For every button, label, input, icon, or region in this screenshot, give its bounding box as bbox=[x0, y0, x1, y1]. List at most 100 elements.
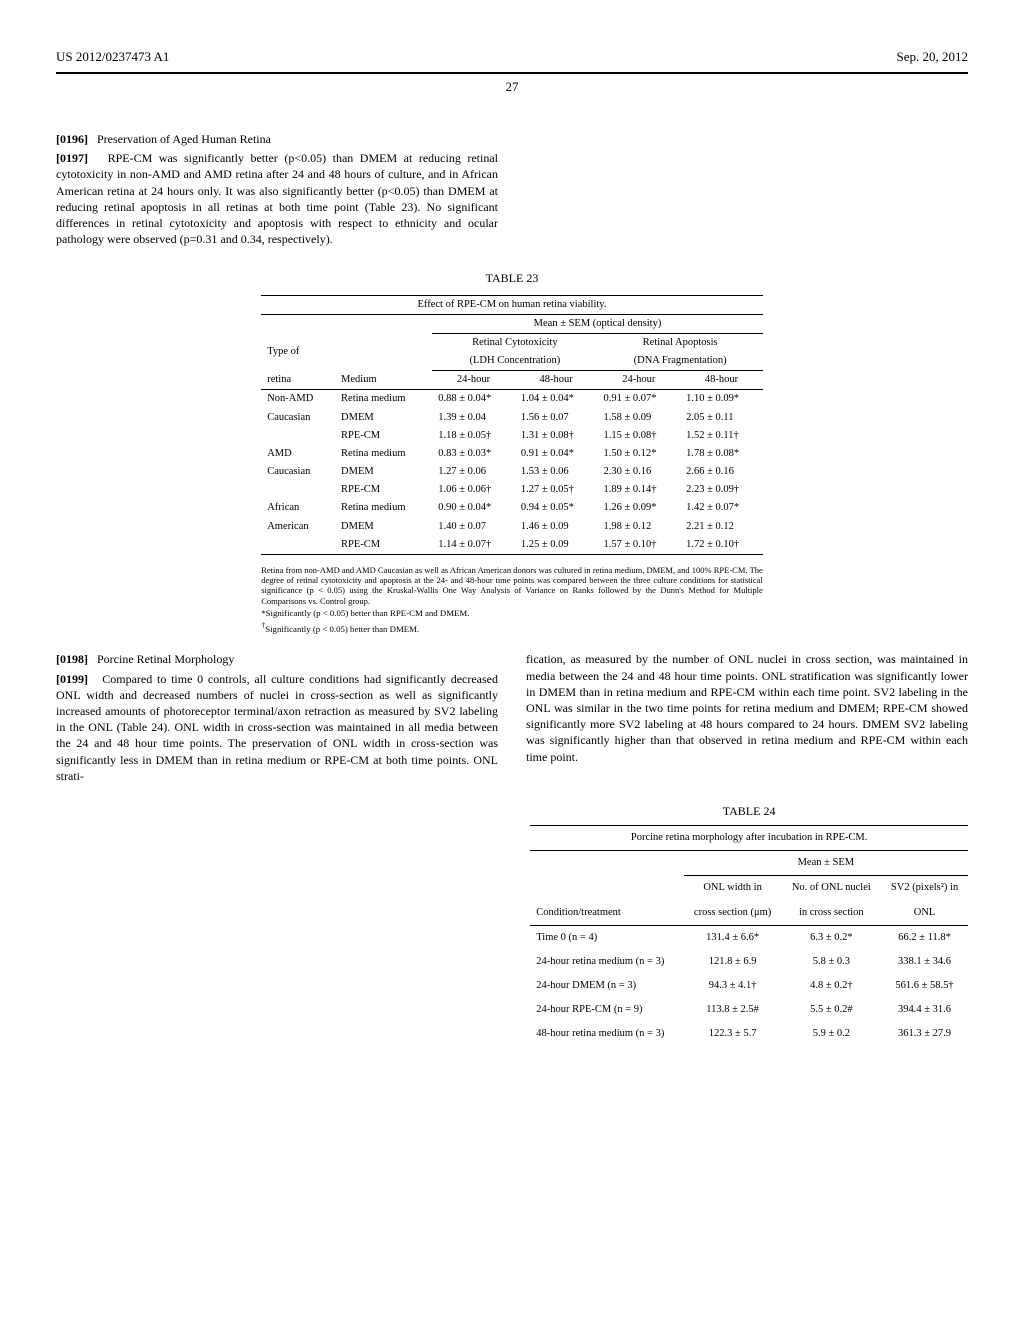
table-24: Porcine retina morphology after incubati… bbox=[530, 825, 968, 1047]
table-24-caption: Porcine retina morphology after incubati… bbox=[530, 826, 968, 851]
table-cell bbox=[261, 536, 335, 555]
para-num: [0196] bbox=[56, 132, 88, 146]
th-cond: Condition/treatment bbox=[530, 901, 683, 926]
table-row: CaucasianDMEM1.27 ± 0.061.53 ± 0.062.30 … bbox=[261, 463, 763, 481]
table-cell: 6.3 ± 0.2* bbox=[782, 925, 882, 950]
table-cell: 1.98 ± 0.12 bbox=[598, 518, 681, 536]
table-cell: DMEM bbox=[335, 518, 432, 536]
table-cell: 0.91 ± 0.07* bbox=[598, 390, 681, 409]
table-cell: 1.40 ± 0.07 bbox=[432, 518, 515, 536]
table-row: 48-hour retina medium (n = 3)122.3 ± 5.7… bbox=[530, 1022, 968, 1046]
table-cell: 0.83 ± 0.03* bbox=[432, 445, 515, 463]
para-num: [0198] bbox=[56, 652, 88, 666]
table-cell: Caucasian bbox=[261, 409, 335, 427]
table-cell: 131.4 ± 6.6* bbox=[684, 925, 782, 950]
table-cell: Retina medium bbox=[335, 445, 432, 463]
th-dna: (DNA Fragmentation) bbox=[598, 352, 763, 371]
table-cell: Retina medium bbox=[335, 390, 432, 409]
table-23-foot-star: *Significantly (p < 0.05) better than RP… bbox=[261, 608, 763, 620]
para-0199-right: fication, as measured by the number of O… bbox=[526, 651, 968, 764]
table-row: RPE-CM1.14 ± 0.07†1.25 ± 0.091.57 ± 0.10… bbox=[261, 536, 763, 555]
table-cell: 0.88 ± 0.04* bbox=[432, 390, 515, 409]
table-cell: RPE-CM bbox=[335, 427, 432, 445]
para-0199-left: [0199] Compared to time 0 controls, all … bbox=[56, 671, 498, 784]
lower-left-col: [0198] Porcine Retinal Morphology [0199]… bbox=[56, 651, 498, 787]
table-row: 24-hour DMEM (n = 3)94.3 ± 4.1†4.8 ± 0.2… bbox=[530, 974, 968, 998]
th-typeof: Type of bbox=[261, 333, 335, 370]
table-cell: 122.3 ± 5.7 bbox=[684, 1022, 782, 1046]
table-row: RPE-CM1.06 ± 0.06†1.27 ± 0.05†1.89 ± 0.1… bbox=[261, 481, 763, 499]
table-cell: 4.8 ± 0.2† bbox=[782, 974, 882, 998]
table-cell: 1.57 ± 0.10† bbox=[598, 536, 681, 555]
table-cell: 1.39 ± 0.04 bbox=[432, 409, 515, 427]
table-23: Effect of RPE-CM on human retina viabili… bbox=[261, 295, 763, 559]
th-24b: 24-hour bbox=[598, 371, 681, 390]
para-text: RPE-CM was significantly better (p<0.05)… bbox=[56, 151, 498, 246]
table-cell: 1.58 ± 0.09 bbox=[598, 409, 681, 427]
table-cell: 1.52 ± 0.11† bbox=[680, 427, 763, 445]
table-cell: DMEM bbox=[335, 463, 432, 481]
table-cell: 561.6 ± 58.5† bbox=[881, 974, 968, 998]
table-cell: 394.4 ± 31.6 bbox=[881, 998, 968, 1022]
table-cell: 24-hour retina medium (n = 3) bbox=[530, 950, 683, 974]
table-cell: 1.46 ± 0.09 bbox=[515, 518, 598, 536]
table-cell: 2.23 ± 0.09† bbox=[680, 481, 763, 499]
page-number: 27 bbox=[56, 78, 968, 96]
table-cell: 5.9 ± 0.2 bbox=[782, 1022, 882, 1046]
table-cell: AMD bbox=[261, 445, 335, 463]
table-23-label: TABLE 23 bbox=[56, 270, 968, 286]
table-cell: 1.72 ± 0.10† bbox=[680, 536, 763, 555]
table-cell bbox=[261, 427, 335, 445]
table-cell: American bbox=[261, 518, 335, 536]
table-cell: 1.18 ± 0.05† bbox=[432, 427, 515, 445]
th-cyto: Retinal Cytotoxicity bbox=[432, 333, 597, 352]
table-cell: 0.94 ± 0.05* bbox=[515, 499, 598, 517]
table-cell: 0.91 ± 0.04* bbox=[515, 445, 598, 463]
table-cell: Time 0 (n = 4) bbox=[530, 925, 683, 950]
table-cell: 66.2 ± 11.8* bbox=[881, 925, 968, 950]
para-title: Preservation of Aged Human Retina bbox=[97, 132, 271, 146]
para-0197: [0197] RPE-CM was significantly better (… bbox=[56, 150, 498, 247]
page-header: US 2012/0237473 A1 Sep. 20, 2012 bbox=[56, 48, 968, 66]
table-23-block: TABLE 23 Effect of RPE-CM on human retin… bbox=[56, 270, 968, 635]
table-cell: 113.8 ± 2.5# bbox=[684, 998, 782, 1022]
th-nuc1: No. of ONL nuclei bbox=[782, 876, 882, 901]
table-cell: 2.21 ± 0.12 bbox=[680, 518, 763, 536]
table-cell: RPE-CM bbox=[335, 481, 432, 499]
table-cell: 1.15 ± 0.08† bbox=[598, 427, 681, 445]
table-23-spanner: Mean ± SEM (optical density) bbox=[432, 314, 763, 333]
th-onlw1: ONL width in bbox=[684, 876, 782, 901]
table-row: AMDRetina medium0.83 ± 0.03*0.91 ± 0.04*… bbox=[261, 445, 763, 463]
para-text: Compared to time 0 controls, all culture… bbox=[56, 672, 498, 783]
upper-left-col: [0196] Preservation of Aged Human Retina… bbox=[56, 131, 498, 250]
table-cell: 1.50 ± 0.12* bbox=[598, 445, 681, 463]
th-onlw2: cross section (μm) bbox=[684, 901, 782, 926]
table-cell: 1.04 ± 0.04* bbox=[515, 390, 598, 409]
header-left: US 2012/0237473 A1 bbox=[56, 48, 169, 66]
upper-columns: [0196] Preservation of Aged Human Retina… bbox=[56, 131, 968, 250]
table-cell: 1.27 ± 0.06 bbox=[432, 463, 515, 481]
table-cell: 1.06 ± 0.06† bbox=[432, 481, 515, 499]
lower-right-col: fication, as measured by the number of O… bbox=[526, 651, 968, 787]
table-cell: 1.53 ± 0.06 bbox=[515, 463, 598, 481]
table-row: 24-hour RPE-CM (n = 9)113.8 ± 2.5#5.5 ± … bbox=[530, 998, 968, 1022]
table-cell: 121.8 ± 6.9 bbox=[684, 950, 782, 974]
table-24-block: TABLE 24 Porcine retina morphology after… bbox=[530, 803, 968, 1047]
table-cell: 1.27 ± 0.05† bbox=[515, 481, 598, 499]
table-row: AmericanDMEM1.40 ± 0.071.46 ± 0.091.98 ±… bbox=[261, 518, 763, 536]
table-cell: 24-hour DMEM (n = 3) bbox=[530, 974, 683, 998]
lower-columns: [0198] Porcine Retinal Morphology [0199]… bbox=[56, 651, 968, 787]
table-cell: 1.31 ± 0.08† bbox=[515, 427, 598, 445]
th-48b: 48-hour bbox=[680, 371, 763, 390]
table-23-foot-dagger: †Significantly (p < 0.05) better than DM… bbox=[261, 621, 763, 636]
table-23-caption: Effect of RPE-CM on human retina viabili… bbox=[261, 295, 763, 314]
table-cell: Retina medium bbox=[335, 499, 432, 517]
header-right: Sep. 20, 2012 bbox=[897, 48, 969, 66]
table-24-spanner: Mean ± SEM bbox=[684, 851, 968, 876]
th-sv1: SV2 (pixels²) in bbox=[881, 876, 968, 901]
para-0196: [0196] Preservation of Aged Human Retina bbox=[56, 131, 498, 147]
table-cell: 1.42 ± 0.07* bbox=[680, 499, 763, 517]
table-cell: 48-hour retina medium (n = 3) bbox=[530, 1022, 683, 1046]
para-num: [0197] bbox=[56, 151, 88, 165]
th-nuc2: in cross section bbox=[782, 901, 882, 926]
